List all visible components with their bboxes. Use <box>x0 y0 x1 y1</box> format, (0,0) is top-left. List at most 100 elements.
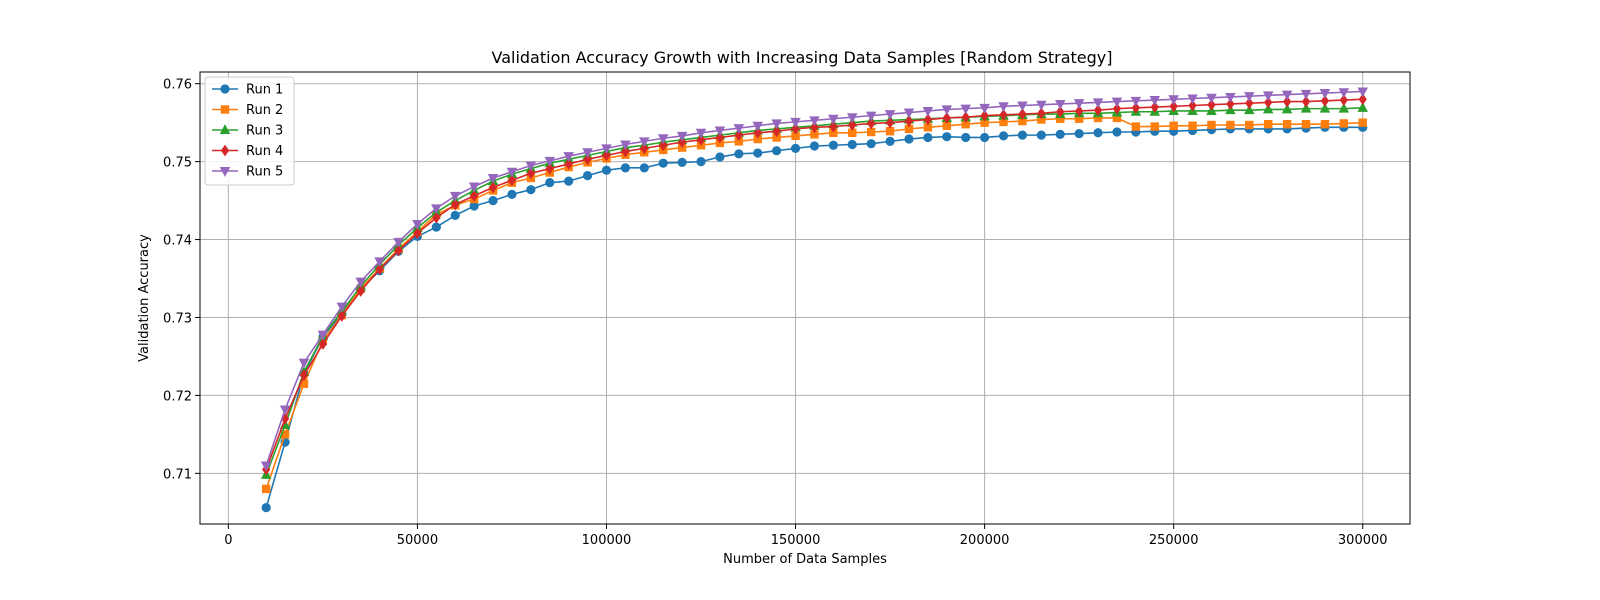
data-point <box>678 136 687 149</box>
legend: Run 1 Run 2 Run 3 Run 4 Run 5 <box>204 76 295 186</box>
data-point <box>279 405 291 416</box>
data-point <box>602 149 611 162</box>
data-point <box>488 195 498 206</box>
data-point <box>1093 128 1103 138</box>
data-point <box>961 132 971 143</box>
data-point <box>1357 102 1369 112</box>
data-point <box>885 127 895 136</box>
data-point <box>544 156 556 167</box>
data-point <box>413 227 422 240</box>
data-point <box>1301 95 1311 108</box>
data-point <box>1262 103 1274 114</box>
data-point <box>1054 99 1066 110</box>
data-point <box>810 121 819 134</box>
data-point <box>942 112 951 124</box>
data-point <box>1036 100 1047 111</box>
legend-label: Run 4 <box>246 144 283 159</box>
series-2 <box>261 113 1367 494</box>
data-point <box>696 133 706 146</box>
data-point <box>904 115 914 127</box>
data-point <box>1111 97 1123 108</box>
data-point <box>1226 120 1235 130</box>
data-point <box>1018 108 1027 120</box>
data-point <box>545 162 554 175</box>
data-point <box>507 174 517 187</box>
grid-layer <box>200 72 1410 524</box>
chart-title: Validation Accuracy Growth with Increasi… <box>491 48 1112 67</box>
data-point <box>771 119 782 130</box>
x-tick-label: 150000 <box>771 533 821 548</box>
data-point <box>450 210 460 220</box>
series-line-4 <box>265 98 1363 470</box>
data-point <box>865 111 877 122</box>
data-point <box>960 104 971 115</box>
data-point <box>1017 101 1028 112</box>
data-point <box>375 263 384 276</box>
data-point <box>621 145 630 158</box>
data-point <box>431 204 442 215</box>
series-5 <box>260 87 1369 472</box>
y-tick-label: 0.71 <box>163 467 192 482</box>
data-point <box>885 136 895 146</box>
data-point <box>1169 121 1178 130</box>
data-point <box>733 124 745 134</box>
data-point <box>1150 122 1159 131</box>
legend-label: Run 1 <box>246 83 283 98</box>
data-point <box>1206 93 1217 104</box>
data-point <box>1339 119 1349 128</box>
series-4 <box>262 93 1367 476</box>
data-point <box>261 503 271 513</box>
y-tick-label: 0.76 <box>163 78 192 93</box>
y-axis-label: Validation Accuracy <box>137 234 152 362</box>
data-point <box>1319 102 1331 113</box>
data-point <box>1358 93 1367 106</box>
y-tick-label: 0.74 <box>163 234 192 249</box>
data-point <box>1262 91 1274 102</box>
data-point <box>961 111 970 124</box>
data-point <box>1283 95 1292 108</box>
data-point <box>261 484 271 494</box>
data-point <box>640 142 649 155</box>
data-point <box>1056 105 1065 118</box>
y-tick-label: 0.73 <box>163 311 192 326</box>
x-tick-label: 100000 <box>582 533 632 548</box>
data-point <box>1320 120 1330 129</box>
data-point <box>1245 97 1254 110</box>
data-point <box>525 161 537 172</box>
data-point <box>1112 127 1122 137</box>
data-point <box>1188 99 1197 112</box>
data-point <box>1168 95 1179 106</box>
data-point <box>1300 89 1312 100</box>
data-point <box>846 113 858 124</box>
data-point <box>356 285 365 297</box>
data-point <box>1131 122 1141 131</box>
data-point <box>922 106 934 117</box>
data-point <box>1207 98 1216 111</box>
legend-item: Run 2 <box>212 103 283 118</box>
data-point <box>923 132 933 143</box>
x-tick-label: 50000 <box>397 533 438 548</box>
data-point <box>564 176 574 186</box>
x-tick-label: 300000 <box>1338 533 1388 548</box>
data-point <box>753 148 763 158</box>
data-point <box>394 244 403 257</box>
data-point <box>1150 101 1159 113</box>
data-point <box>318 338 327 350</box>
x-tick-label: 200000 <box>960 533 1010 548</box>
data-point <box>734 149 744 159</box>
legend-item: Run 5 <box>212 165 283 180</box>
data-point <box>1244 92 1255 103</box>
x-tick-label: 250000 <box>1149 533 1199 548</box>
data-point <box>526 167 535 180</box>
data-point <box>582 148 593 159</box>
data-point <box>583 153 592 166</box>
legend-label: Run 2 <box>246 103 283 118</box>
data-point <box>601 165 612 175</box>
y-tick-label: 0.75 <box>163 156 192 171</box>
data-point <box>923 113 932 126</box>
data-point <box>1244 104 1255 115</box>
data-point <box>809 141 820 151</box>
data-point <box>620 163 630 173</box>
data-point <box>1264 120 1273 129</box>
data-point <box>734 129 743 142</box>
